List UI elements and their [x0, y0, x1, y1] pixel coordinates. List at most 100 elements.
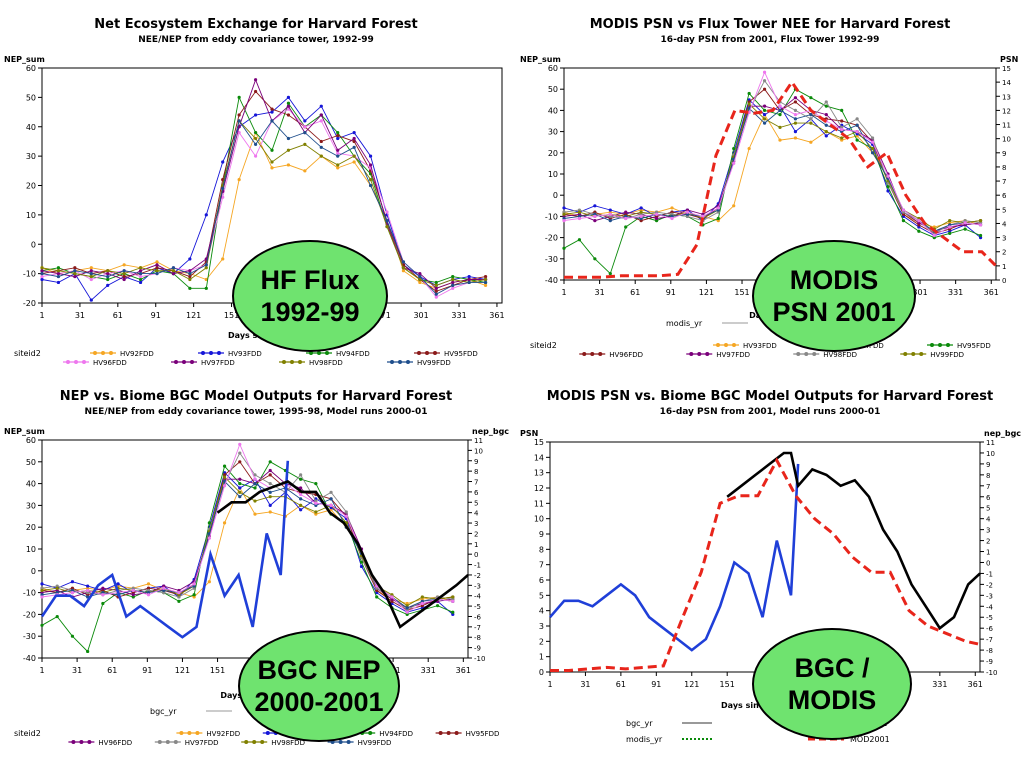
- y-tick-label: -10: [545, 212, 558, 221]
- y-tick-label: 7: [539, 561, 544, 570]
- data-point: [716, 206, 720, 210]
- data-point: [155, 260, 159, 264]
- legend-marker: [174, 360, 178, 364]
- y-tick-label: 40: [26, 480, 36, 489]
- data-point: [40, 623, 44, 627]
- data-point: [654, 216, 659, 221]
- legend-marker: [290, 360, 294, 364]
- data-point: [86, 584, 90, 588]
- data-point: [793, 100, 798, 104]
- data-point: [106, 274, 110, 279]
- data-point: [319, 119, 323, 123]
- legend-marker: [87, 740, 92, 744]
- legend-marker: [812, 352, 817, 356]
- data-point: [192, 582, 196, 586]
- bubble-line-1: BGC /: [794, 653, 870, 683]
- y-axis-label: NEP_sum: [4, 55, 45, 64]
- data-point: [89, 277, 93, 282]
- data-point: [824, 123, 828, 127]
- legend-label: HV98FDD: [823, 351, 857, 359]
- data-point: [418, 274, 422, 279]
- legend-marker: [438, 731, 443, 735]
- legend-label: HV92FDD: [120, 350, 154, 358]
- data-point: [146, 593, 151, 597]
- data-point: [270, 166, 274, 170]
- y2-tick-label: 2: [474, 530, 478, 538]
- data-point: [204, 277, 208, 282]
- data-point: [238, 451, 242, 455]
- legend-marker: [590, 352, 595, 356]
- data-point: [434, 283, 438, 287]
- legend-marker: [187, 731, 192, 735]
- legend-title: siteid2: [530, 341, 557, 350]
- x-axis-label: Days since: [228, 331, 276, 340]
- y-tick-label: 2: [539, 637, 544, 646]
- y-tick-label: 4: [539, 607, 544, 616]
- data-point: [435, 604, 440, 608]
- legend-marker: [93, 351, 97, 355]
- data-point: [855, 130, 859, 134]
- data-point: [809, 117, 813, 121]
- y-tick-label: -20: [545, 234, 558, 243]
- y-tick-label: -20: [23, 610, 36, 619]
- y2-tick-label: 10: [474, 447, 483, 455]
- data-point: [73, 266, 77, 270]
- y-tick-label: 50: [548, 85, 558, 94]
- legend-marker: [938, 343, 942, 347]
- data-point: [122, 274, 126, 279]
- y2-tick-label: 6: [986, 494, 991, 502]
- series-line: [41, 78, 486, 289]
- data-point: [793, 121, 798, 125]
- data-point: [932, 233, 936, 238]
- y-tick-label: 3: [539, 622, 544, 631]
- data-point: [188, 272, 192, 276]
- data-point: [793, 96, 798, 100]
- legend-marker: [390, 360, 394, 364]
- data-point: [793, 108, 798, 112]
- data-point: [155, 263, 159, 267]
- data-point: [106, 283, 110, 287]
- y2-tick-label: -6: [474, 613, 482, 621]
- y2-tick-label: 8: [986, 472, 990, 480]
- y2-tick-label: 0: [1002, 277, 1006, 285]
- data-point: [467, 277, 471, 282]
- y2-tick-label: 12: [1002, 107, 1011, 115]
- chart-subtitle: NEE/NEP from eddy covariance tower, 1995…: [85, 407, 428, 417]
- data-point: [106, 272, 110, 276]
- data-point: [238, 460, 242, 464]
- data-point: [237, 119, 241, 123]
- data-point: [420, 601, 424, 606]
- y-tick-label: 60: [548, 64, 558, 73]
- y2-tick-label: 2: [1002, 249, 1006, 257]
- y2-tick-label: -1: [986, 570, 993, 578]
- bubble-line-2: 1992-99: [260, 297, 360, 327]
- legend-marker: [195, 731, 200, 735]
- data-point: [253, 499, 257, 503]
- y2-tick-label: 11: [986, 439, 995, 447]
- legend-label: HV94FDD: [379, 730, 413, 738]
- y2-tick-label: -8: [986, 647, 993, 655]
- legend-label: HV95FDD: [957, 342, 991, 350]
- data-point: [434, 292, 438, 296]
- data-point: [253, 154, 258, 158]
- data-point: [268, 468, 272, 473]
- bgc-series-line: [216, 480, 469, 629]
- data-point: [793, 130, 798, 134]
- y2-tick-label: -3: [986, 592, 993, 600]
- x-tick-label: 151: [720, 680, 735, 689]
- data-point: [562, 246, 566, 250]
- chart-title: MODIS PSN vs Flux Tower NEE for Harvard …: [590, 17, 951, 32]
- data-point: [870, 136, 875, 140]
- y-tick-label: 15: [534, 438, 544, 447]
- bubble-line-2: MODIS: [787, 685, 877, 715]
- y-tick-label: 14: [534, 453, 544, 462]
- legend-marker: [911, 352, 916, 356]
- data-point: [253, 512, 257, 516]
- legend-label: MOD2001: [850, 735, 890, 744]
- y-tick-label: 0: [31, 240, 36, 249]
- y-axis-label: NEP_sum: [520, 55, 561, 64]
- data-point: [70, 580, 75, 584]
- data-point: [319, 113, 323, 117]
- data-point: [608, 212, 612, 216]
- y2-tick-label: 5: [986, 505, 990, 513]
